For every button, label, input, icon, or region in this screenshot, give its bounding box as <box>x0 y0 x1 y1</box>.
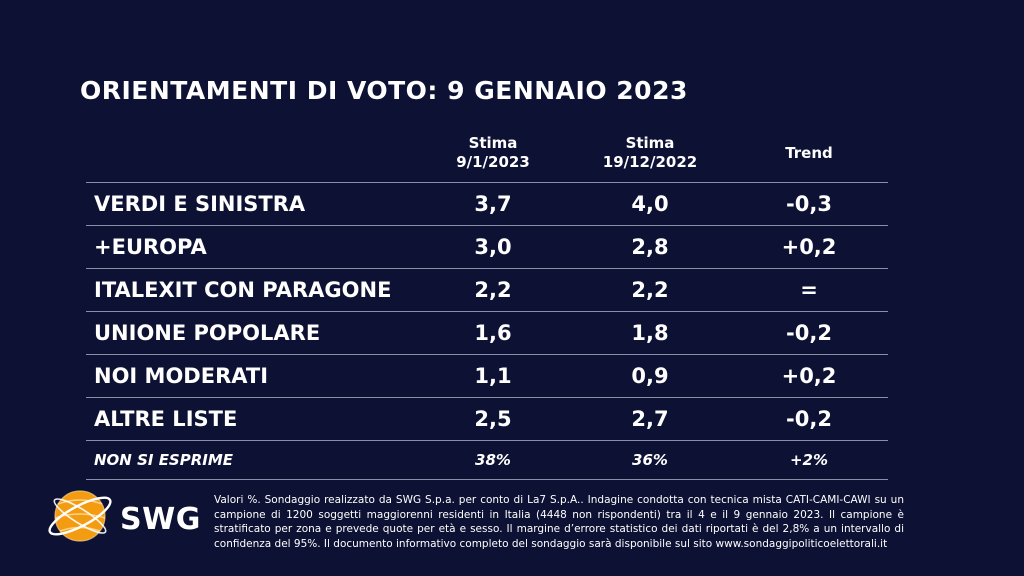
cell-stima-previous: 0,9 <box>631 364 669 388</box>
column-header-line: 9/1/2023 <box>456 153 530 171</box>
cell-stima-current: 2,5 <box>474 407 512 431</box>
table-row: NOI MODERATI 1,1 0,9 +0,2 <box>86 355 888 398</box>
cell-stima-current: 2,2 <box>474 278 512 302</box>
cell-stima-current: 1,6 <box>474 321 512 345</box>
cell-trend: -0,3 <box>786 192 832 216</box>
row-label: UNIONE POPOLARE <box>94 321 321 345</box>
cell-stima-previous: 2,8 <box>631 235 669 259</box>
swg-globe-logo-icon <box>48 490 112 542</box>
cell-stima-current: 1,1 <box>474 364 512 388</box>
swg-logo-text: SWG <box>120 502 201 537</box>
column-header-stima-current: Stima 9/1/2023 <box>427 134 559 172</box>
cell-stima-current: 3,7 <box>474 192 512 216</box>
cell-trend: -0,2 <box>786 321 832 345</box>
table-row: ITALEXIT CON PARAGONE 2,2 2,2 = <box>86 269 888 312</box>
cell-trend: -0,2 <box>786 407 832 431</box>
cell-trend: +0,2 <box>781 235 837 259</box>
column-header-trend: Trend <box>735 144 883 163</box>
column-header-line: Trend <box>785 144 833 162</box>
cell-stima-previous: 2,2 <box>631 278 669 302</box>
column-header-line: Stima <box>625 134 675 152</box>
page-title: ORIENTAMENTI DI VOTO: 9 GENNAIO 2023 <box>80 76 688 105</box>
methodology-footnote: Valori %. Sondaggio realizzato da SWG S.… <box>214 494 904 550</box>
cell-trend: +2% <box>789 451 829 469</box>
table-row: ALTRE LISTE 2,5 2,7 -0,2 <box>86 398 888 441</box>
row-label: ITALEXIT CON PARAGONE <box>94 278 392 302</box>
cell-stima-previous: 36% <box>632 451 668 469</box>
cell-trend: = <box>800 278 818 302</box>
column-header-line: Stima <box>468 134 518 152</box>
table-row: UNIONE POPOLARE 1,6 1,8 -0,2 <box>86 312 888 355</box>
table-row: VERDI E SINISTRA 3,7 4,0 -0,3 <box>86 183 888 226</box>
column-header-stima-previous: Stima 19/12/2022 <box>575 134 725 172</box>
cell-stima-previous: 4,0 <box>631 192 669 216</box>
cell-stima-previous: 1,8 <box>631 321 669 345</box>
poll-table: Stima 9/1/2023 Stima 19/12/2022 Trend VE… <box>86 128 888 480</box>
table-row: +EUROPA 3,0 2,8 +0,2 <box>86 226 888 269</box>
table-row-non-si-esprime: NON SI ESPRIME 38% 36% +2% <box>86 441 888 480</box>
row-label: NOI MODERATI <box>94 364 269 388</box>
row-label: NON SI ESPRIME <box>94 451 234 469</box>
cell-stima-previous: 2,7 <box>631 407 669 431</box>
cell-trend: +0,2 <box>781 364 837 388</box>
column-header-line: 19/12/2022 <box>602 153 698 171</box>
row-label: ALTRE LISTE <box>94 407 238 431</box>
row-label: VERDI E SINISTRA <box>94 192 306 216</box>
row-label: +EUROPA <box>94 235 207 259</box>
table-header: Stima 9/1/2023 Stima 19/12/2022 Trend <box>86 128 888 183</box>
cell-stima-current: 38% <box>475 451 511 469</box>
cell-stima-current: 3,0 <box>474 235 512 259</box>
